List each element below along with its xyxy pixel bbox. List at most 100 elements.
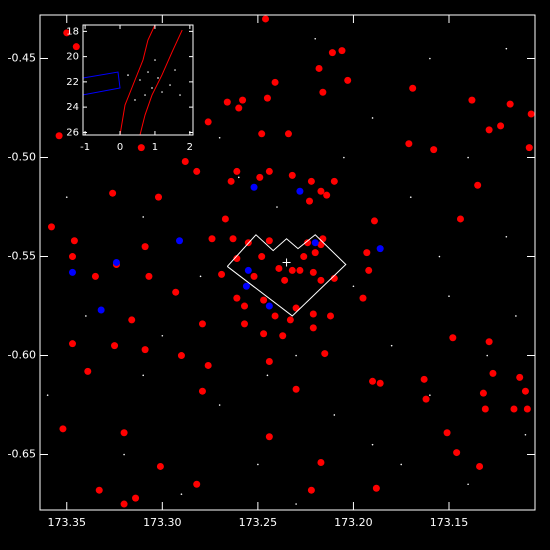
point (145, 272, 153, 280)
point (279, 332, 287, 340)
point (307, 486, 315, 494)
point (68, 340, 76, 348)
point (309, 310, 317, 318)
point (338, 47, 346, 55)
point (258, 253, 266, 261)
point (156, 462, 164, 470)
point (59, 425, 67, 433)
star (127, 74, 129, 76)
point (317, 241, 325, 249)
point (70, 237, 78, 245)
point (317, 276, 325, 284)
star (371, 443, 374, 446)
point (309, 324, 317, 332)
star (142, 216, 145, 218)
point (233, 167, 241, 175)
y-tick-label: 18 (66, 26, 79, 37)
star (169, 84, 171, 86)
star (144, 94, 146, 96)
star (157, 77, 159, 79)
point (240, 320, 248, 328)
plot-1: -1 0 1 2 18 20 22 24 26 (66, 24, 194, 153)
point (233, 294, 241, 302)
point (422, 395, 430, 403)
star (524, 433, 527, 436)
point (449, 334, 457, 342)
star (257, 463, 259, 466)
star (151, 87, 153, 89)
star (295, 354, 297, 357)
point (430, 146, 438, 154)
point (242, 282, 250, 290)
x-tick-label: 173.25 (239, 516, 278, 529)
x-tick-label: 1 (152, 142, 158, 153)
point (420, 375, 428, 383)
point (359, 294, 367, 302)
point (265, 302, 273, 310)
point (328, 49, 336, 57)
point (154, 193, 162, 201)
point (497, 122, 505, 130)
x-tick-label: 173.15 (430, 516, 469, 529)
point (235, 104, 243, 112)
point (481, 405, 489, 413)
point (284, 130, 292, 138)
star (467, 156, 469, 159)
star (161, 334, 164, 337)
point (296, 187, 304, 195)
point (112, 259, 120, 266)
point (265, 433, 273, 441)
star (46, 394, 49, 396)
point (317, 187, 325, 195)
point (292, 304, 300, 312)
point (443, 429, 451, 437)
star (85, 315, 87, 317)
point (91, 272, 99, 280)
point (95, 486, 103, 494)
star (505, 47, 508, 50)
plot-frame (82, 24, 194, 136)
star (161, 91, 163, 93)
x-tick-label: 173.20 (334, 516, 373, 529)
point (474, 181, 482, 189)
star (218, 404, 221, 406)
star (515, 315, 517, 317)
line (119, 25, 156, 135)
star (276, 206, 278, 208)
star (505, 235, 508, 238)
point (204, 118, 212, 126)
point (319, 235, 327, 243)
point (321, 350, 329, 358)
point (476, 462, 484, 470)
star (134, 99, 136, 101)
point (330, 177, 338, 185)
point (208, 235, 216, 243)
point (271, 312, 279, 320)
point (265, 237, 273, 245)
star (429, 57, 431, 60)
point (376, 379, 384, 387)
y-tick-label: -0.55 (8, 250, 36, 263)
point (229, 235, 237, 243)
point (363, 249, 371, 257)
y-tick-label: 24 (66, 102, 79, 113)
point (262, 15, 270, 23)
point (256, 173, 264, 181)
star (448, 295, 450, 297)
point (288, 266, 296, 274)
star (179, 94, 181, 96)
star (409, 196, 412, 198)
point (233, 255, 241, 263)
point (227, 177, 235, 185)
plot-frame (39, 14, 536, 511)
point (63, 29, 71, 37)
point (260, 330, 268, 338)
point (84, 367, 92, 375)
point (369, 377, 377, 385)
point (456, 215, 464, 223)
star (390, 344, 393, 347)
point (516, 373, 524, 381)
point (304, 239, 312, 247)
point (193, 480, 201, 488)
point (288, 171, 296, 179)
